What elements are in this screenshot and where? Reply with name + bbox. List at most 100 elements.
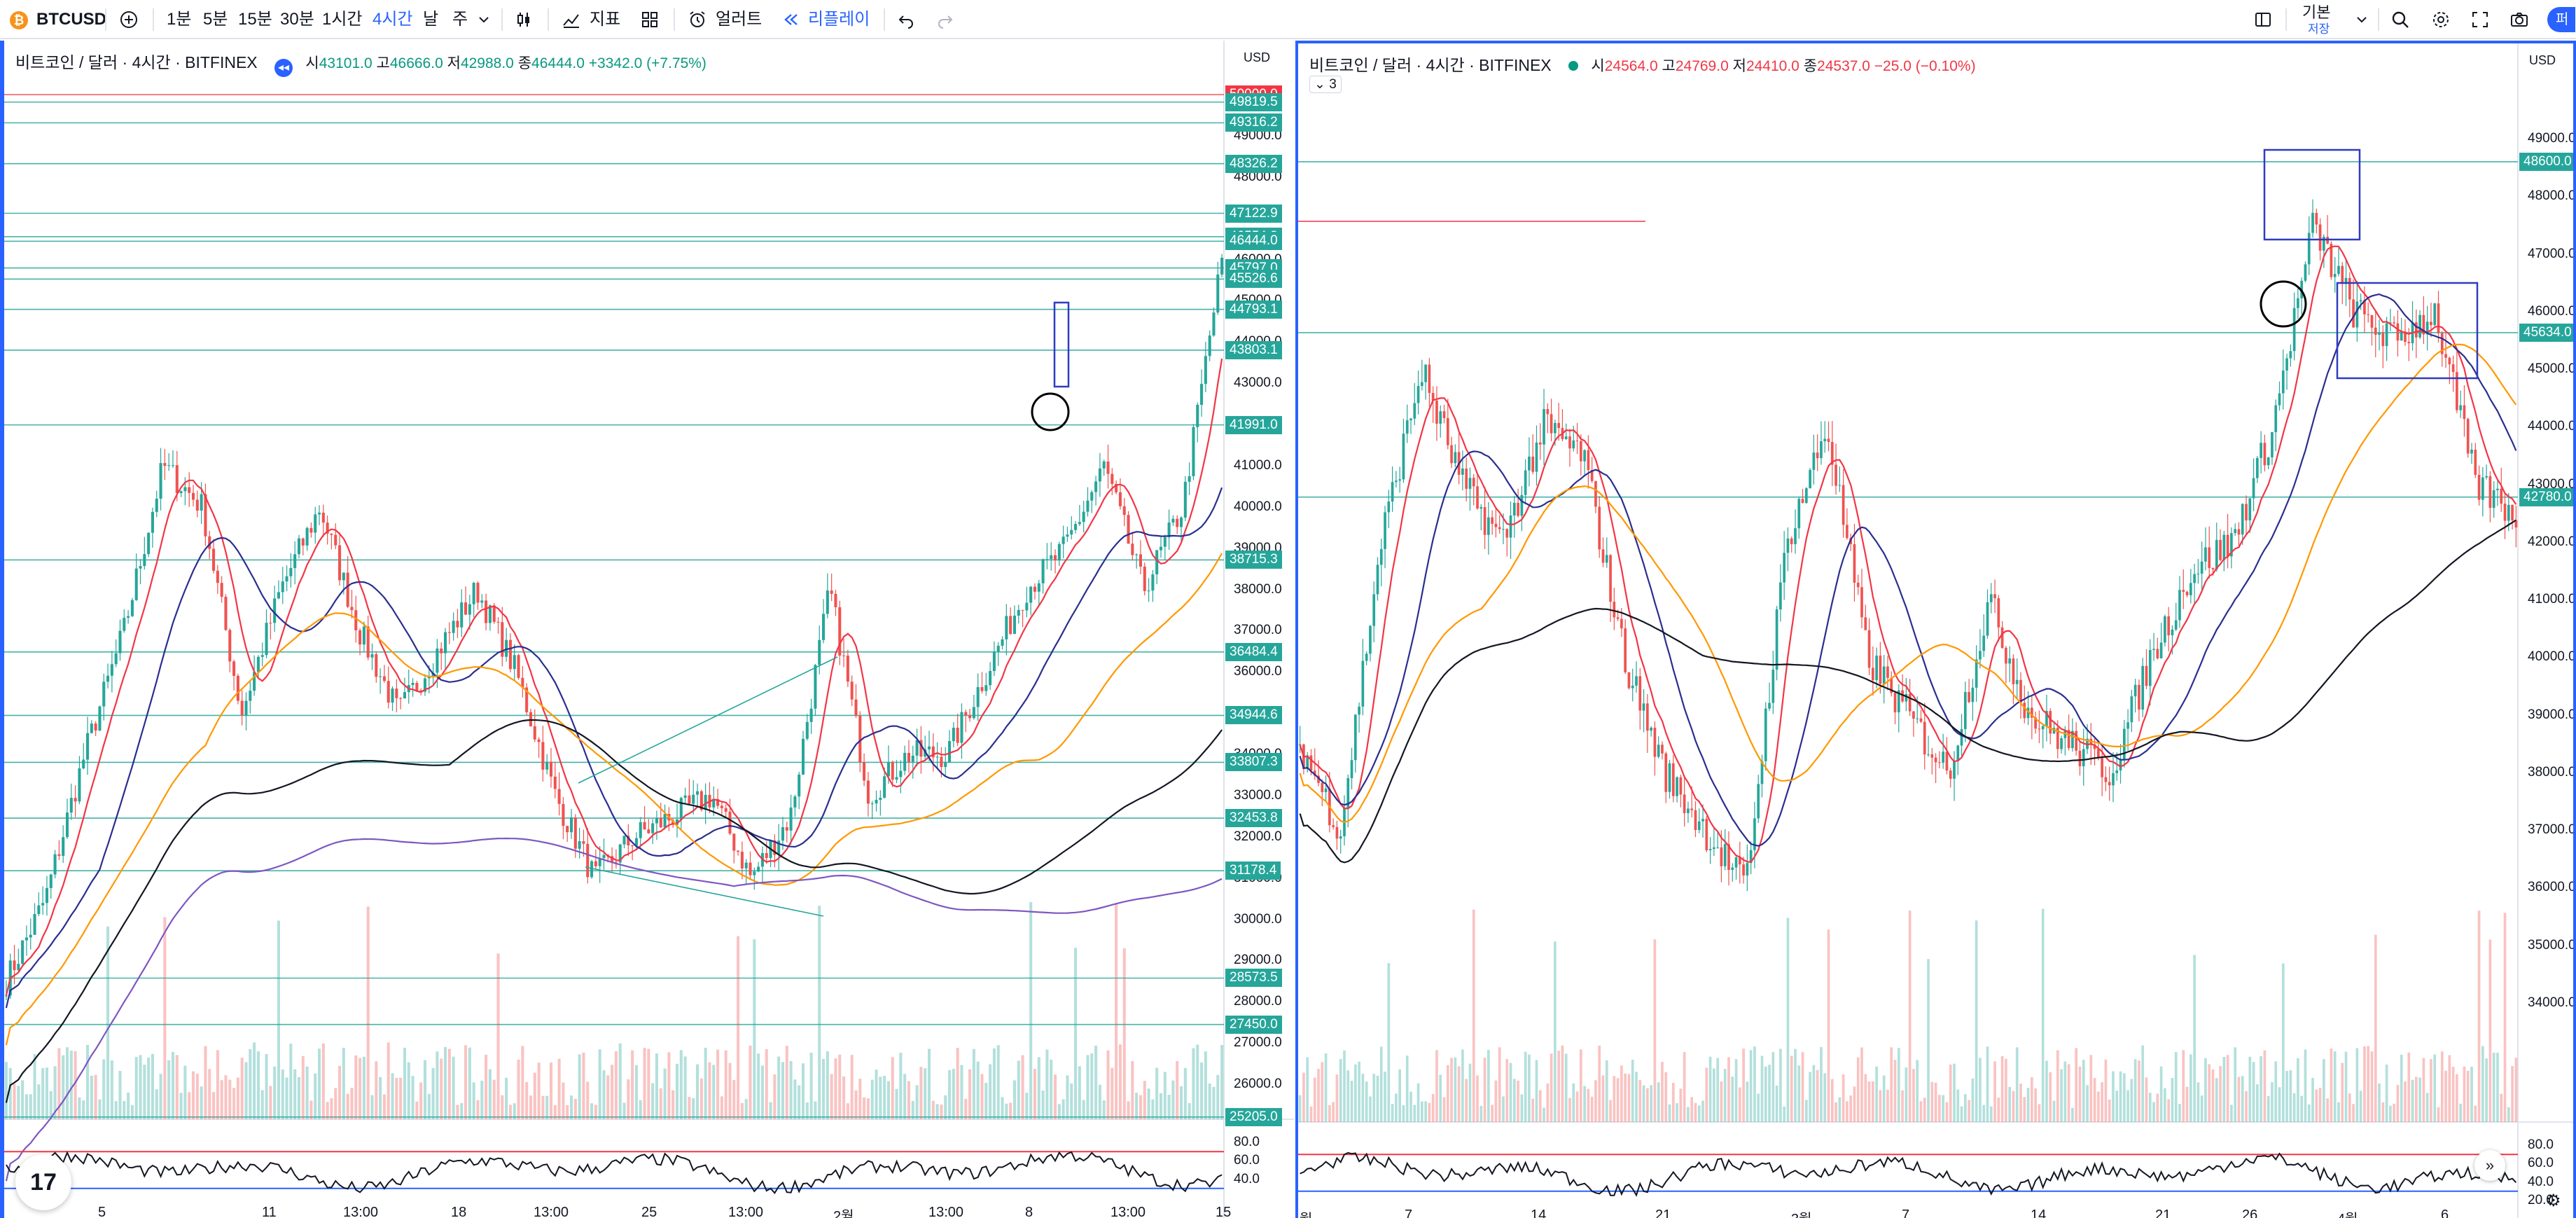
volume-bar — [960, 1065, 963, 1119]
replay-back-icon[interactable]: ◂◂ — [274, 59, 293, 77]
candle-body — [208, 536, 211, 549]
volume-bar — [2381, 1102, 2385, 1122]
candle-body — [2507, 504, 2510, 521]
interval-day[interactable]: 날 — [423, 10, 439, 29]
volume-bar — [2456, 1074, 2458, 1122]
replay-icon[interactable] — [781, 10, 801, 29]
candle-type-icon[interactable] — [514, 10, 534, 29]
candle-body — [1989, 594, 1993, 602]
compare-plus-icon[interactable] — [119, 10, 139, 29]
layout-name[interactable]: 기본 — [2302, 4, 2331, 21]
volume-bar — [1864, 1074, 1867, 1122]
templates-grid-icon[interactable] — [640, 10, 660, 29]
right-chart-pane[interactable]: 비트코인 / 달러 · 4시간 · BITFINEX 시24564.0 고247… — [1295, 41, 2576, 1218]
volume-bar — [822, 1058, 826, 1119]
volume-bar — [127, 1092, 130, 1119]
indicators-icon[interactable] — [562, 10, 581, 29]
candle-body — [2000, 627, 2004, 649]
indicators-button[interactable]: 지표 — [590, 10, 621, 29]
volume-bar — [1498, 1047, 1501, 1122]
volume-bar — [1171, 1080, 1175, 1119]
rectangle-drawing[interactable] — [1053, 301, 1070, 388]
chevron-down-icon[interactable] — [2354, 10, 2369, 29]
tradingview-logo-icon[interactable]: 17 — [15, 1154, 71, 1210]
trend-line-drawing[interactable] — [585, 866, 824, 917]
volume-bar — [151, 1053, 154, 1119]
volume-bar — [1830, 1079, 1834, 1122]
volume-bar — [1627, 1074, 1631, 1122]
rectangle-drawing[interactable] — [2336, 282, 2479, 380]
candle-body — [663, 814, 667, 828]
candle-body — [622, 836, 626, 845]
candle-body — [1498, 527, 1501, 530]
candle-body — [883, 776, 886, 798]
right-currency-select[interactable]: USD — [2529, 53, 2556, 67]
circle-drawing[interactable] — [2260, 280, 2307, 328]
price-level-badge: 48326.2 — [1225, 154, 1282, 173]
volume-bar — [639, 1100, 642, 1119]
interval-1m[interactable]: 1분 — [167, 10, 192, 29]
replay-button[interactable]: 리플레이 — [808, 10, 870, 29]
volume-bar — [1115, 904, 1118, 1119]
volume-bar — [2178, 1104, 2181, 1122]
rectangle-drawing[interactable] — [2263, 148, 2361, 241]
volume-bar — [1409, 1091, 1412, 1122]
trend-line-drawing[interactable] — [578, 656, 838, 784]
alerts-button[interactable]: 얼러트 — [716, 10, 763, 29]
indicators-collapse-button[interactable]: ⌄ 3 — [1309, 76, 1342, 93]
candle-body — [2126, 722, 2129, 729]
alarm-clock-icon[interactable] — [688, 10, 707, 29]
volume-bar — [285, 1077, 288, 1119]
candle-body — [1384, 512, 1386, 549]
candle-body — [21, 940, 25, 964]
interval-15m[interactable]: 15분 — [238, 10, 272, 29]
layout-save-label[interactable]: 저장 — [2308, 22, 2330, 36]
chart-settings-gear-icon[interactable]: ⚙ — [2546, 1191, 2561, 1210]
candle-body — [562, 803, 565, 826]
candle-body — [411, 682, 415, 686]
camera-icon[interactable] — [2509, 10, 2529, 29]
volume-bar — [842, 1076, 846, 1119]
volume-bar — [1676, 1103, 1678, 1122]
interval-4h[interactable]: 4시간 — [373, 10, 413, 29]
volume-bar — [2200, 1095, 2203, 1122]
volume-bar — [785, 1046, 788, 1119]
publish-button[interactable]: 퍼 — [2547, 7, 2575, 32]
right-chart-canvas[interactable] — [1298, 43, 2573, 1218]
symbol-search-button[interactable]: BTCUSD — [36, 10, 106, 29]
candle-body — [460, 602, 464, 628]
volume-bar — [2167, 1099, 2171, 1122]
candle-body — [659, 817, 662, 828]
chevron-down-icon[interactable] — [476, 10, 492, 29]
scroll-to-realtime-icon[interactable]: » — [2474, 1150, 2505, 1181]
undo-icon[interactable] — [896, 10, 916, 29]
candle-body — [2474, 450, 2477, 475]
redo-icon[interactable] — [935, 10, 955, 29]
volume-bar — [814, 1101, 817, 1119]
rsi-axis-tick: 40.0 — [2528, 1174, 2554, 1189]
price-level-badge: 33807.3 — [1225, 753, 1282, 772]
volume-bar — [2260, 1056, 2262, 1122]
interval-30m[interactable]: 30분 — [280, 10, 314, 29]
search-icon[interactable] — [2390, 10, 2410, 29]
volume-bar — [667, 1052, 671, 1119]
left-currency-select[interactable]: USD — [1244, 50, 1271, 64]
fullscreen-icon[interactable] — [2470, 10, 2490, 29]
interval-5m[interactable]: 5분 — [203, 10, 228, 29]
left-chart-pane[interactable]: 비트코인 / 달러 · 4시간 · BITFINEX ◂◂ 시43101.0 고… — [0, 41, 1294, 1218]
candle-body — [634, 838, 638, 846]
volume-bar — [1402, 1105, 1405, 1122]
left-chart-canvas[interactable] — [4, 41, 1294, 1218]
circle-drawing[interactable] — [1031, 392, 1070, 431]
interval-week[interactable]: 주 — [452, 10, 468, 29]
volume-bar — [1313, 1077, 1316, 1122]
interval-1h[interactable]: 1시간 — [322, 10, 363, 29]
volume-bar — [2315, 1089, 2318, 1122]
layout-split-icon[interactable] — [2253, 10, 2273, 29]
volume-bar — [1616, 1078, 1620, 1122]
gear-icon[interactable] — [2431, 10, 2451, 29]
volume-bar — [1727, 1057, 1730, 1122]
candle-body — [972, 707, 975, 719]
candle-body — [919, 740, 923, 757]
time-axis-tick: 7 — [1902, 1207, 1910, 1218]
